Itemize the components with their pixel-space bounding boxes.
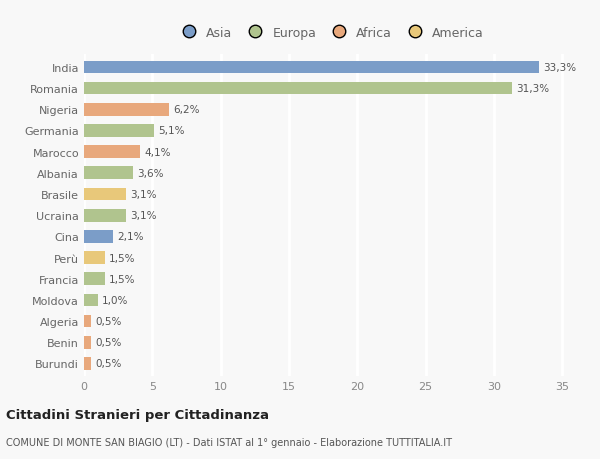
Text: 1,5%: 1,5%: [109, 253, 135, 263]
Bar: [84, 125, 154, 138]
Bar: [84, 230, 113, 243]
Text: 1,5%: 1,5%: [109, 274, 135, 284]
Text: 5,1%: 5,1%: [158, 126, 184, 136]
Bar: [84, 294, 98, 307]
Bar: [84, 273, 104, 285]
Text: 0,5%: 0,5%: [95, 337, 121, 347]
Bar: [84, 315, 91, 328]
Bar: [84, 358, 91, 370]
Bar: [84, 62, 539, 74]
Bar: [84, 188, 127, 201]
Text: COMUNE DI MONTE SAN BIAGIO (LT) - Dati ISTAT al 1° gennaio - Elaborazione TUTTIT: COMUNE DI MONTE SAN BIAGIO (LT) - Dati I…: [6, 437, 452, 447]
Bar: [84, 104, 169, 117]
Bar: [84, 209, 127, 222]
Text: 2,1%: 2,1%: [117, 232, 143, 242]
Bar: [84, 252, 104, 264]
Text: 6,2%: 6,2%: [173, 105, 199, 115]
Text: 4,1%: 4,1%: [144, 147, 170, 157]
Text: 3,6%: 3,6%: [137, 168, 164, 179]
Bar: [84, 146, 140, 159]
Text: 3,1%: 3,1%: [130, 211, 157, 221]
Text: 33,3%: 33,3%: [543, 63, 577, 73]
Text: 1,0%: 1,0%: [102, 295, 128, 305]
Text: 0,5%: 0,5%: [95, 316, 121, 326]
Text: 31,3%: 31,3%: [516, 84, 549, 94]
Text: 0,5%: 0,5%: [95, 358, 121, 369]
Text: 3,1%: 3,1%: [130, 190, 157, 200]
Legend: Asia, Europa, Africa, America: Asia, Europa, Africa, America: [172, 23, 488, 43]
Text: Cittadini Stranieri per Cittadinanza: Cittadini Stranieri per Cittadinanza: [6, 408, 269, 421]
Bar: [84, 83, 512, 95]
Bar: [84, 167, 133, 180]
Bar: [84, 336, 91, 349]
